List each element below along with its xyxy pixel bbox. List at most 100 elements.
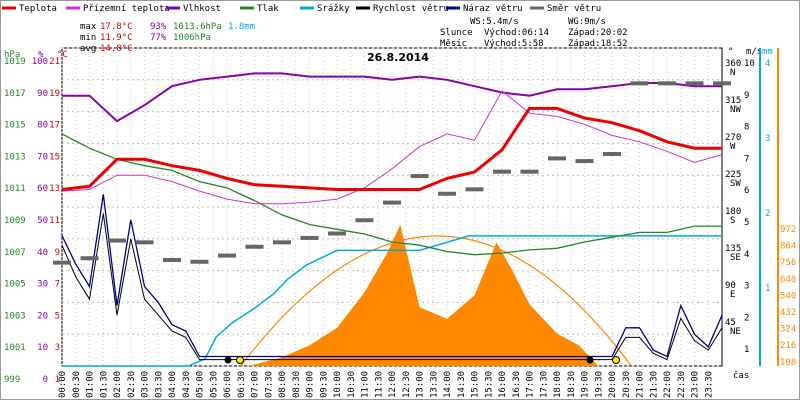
x-tick: 09:30 [319,371,329,398]
pct-tick: 90 [37,89,48,99]
hpa-tick: 1003 [4,311,26,321]
degc-tick: 21 [49,57,60,67]
dir-tick: 270 [725,133,741,143]
x-tick: 19:00 [581,371,591,398]
x-tick: 13:00 [416,371,426,398]
hpa-tick: 1013 [4,152,26,162]
wind-direction-mark [383,200,401,205]
wind-direction-mark [190,259,209,264]
dir-label: N [730,68,735,78]
x-tick: 00:00 [58,371,68,398]
ms-tick: 1 [744,345,749,355]
stats-press: 1013.6hPa [173,22,222,32]
stats-label: avg [80,44,96,54]
stats-rain: 1.8mm [228,22,255,32]
dir-tick: 180 [725,207,741,217]
wind-direction-mark [520,169,539,174]
hpa-tick: 1015 [4,121,26,131]
mm-unit: mm [762,47,773,57]
wind-direction-mark [575,159,594,164]
chart-title: 26.8.2014 [367,51,429,64]
stats-hum: 93% [150,22,167,32]
x-tick: 18:30 [567,371,577,398]
degc-tick: 5 [55,311,60,321]
solar-tick: 108 [780,358,796,368]
x-tick: 04:30 [182,371,192,398]
series-humidity [62,72,722,123]
dir-tick: 45 [725,318,736,328]
degc-unit: °C [57,50,68,60]
degc-tick: 19 [49,89,60,99]
pct-tick: 10 [37,343,48,353]
x-tick: 02:30 [127,371,137,398]
sunset-marker [612,356,620,364]
x-tick: 17:30 [539,371,549,398]
hpa-tick: 1005 [4,280,26,290]
grid [61,47,722,367]
dir-tick: 225 [725,170,741,180]
hpa-tick: 1019 [4,57,26,67]
wind-direction-mark [80,256,99,261]
x-tick: 21:30 [649,371,659,398]
legend-label: Vlhkost [183,4,221,14]
legend-label: Náraz větru [463,4,523,14]
hpa-tick: 1007 [4,248,26,258]
series-pressure [61,133,722,256]
solar-tick: 648 [780,275,796,285]
ms-tick: 7 [744,154,749,164]
x-tick: 21:00 [636,371,646,398]
degc-tick: 1 [55,375,60,385]
x-tick: 04:00 [168,371,178,398]
moon-set: Západ:18:52 [568,39,628,49]
stats-label: min [80,33,96,43]
x-tick: 23:30 [704,371,714,398]
x-tick: 22:00 [663,371,673,398]
legend-label: Rychlost větru [373,4,449,14]
moonrise-marker [224,356,232,364]
x-tick: 05:00 [196,371,206,398]
legend-label: Směr větru [547,4,601,14]
stats-hum: 77% [150,33,167,43]
ms-tick: 2 [744,313,749,323]
moon-label: Měsíc [440,39,467,49]
series-solar [240,224,632,367]
wind-direction-mark [300,235,319,240]
hpa-tick: 999 [4,375,20,385]
axes: hPa% °C1019101710151013101110091007100510… [4,47,796,398]
pct-unit: % [38,50,44,60]
x-tick: 00:30 [72,371,82,398]
hpa-tick: 1011 [4,184,26,194]
wind-direction-mark [465,187,484,192]
wind-direction-mark [108,238,126,243]
ms-tick: 9 [744,91,749,101]
x-axis-label: čas [733,370,749,381]
x-tick: 15:30 [484,371,494,398]
wind-direction-mark [410,174,429,179]
dir-label: S [730,216,735,226]
x-tick: 19:30 [594,371,604,398]
mm-tick: 2 [765,209,770,219]
x-tick: 06:00 [223,371,233,398]
x-tick: 09:00 [306,371,316,398]
x-tick: 22:30 [677,371,687,398]
x-tick: 20:00 [608,371,618,398]
x-tick: 14:00 [443,371,453,398]
degc-tick: 3 [55,343,60,353]
wind-direction-mark [493,169,511,174]
solar-tick: 864 [780,242,796,252]
wind-gust-max: WG:9m/s [568,17,606,27]
ms-unit: m/s [746,47,762,57]
ms-tick: 3 [744,282,749,292]
dir-label: E [730,290,735,300]
moon-rise: Východ:5:58 [484,39,544,49]
x-tick: 18:00 [553,371,563,398]
x-tick: 13:30 [429,371,439,398]
pct-tick: 50 [37,216,48,226]
pct-tick: 80 [37,121,48,131]
series-ground-temperature [61,90,723,205]
solar-tick: 324 [780,325,796,335]
x-tick: 20:30 [622,371,632,398]
degc-tick: 17 [49,121,60,131]
dir-label: W [730,142,736,152]
